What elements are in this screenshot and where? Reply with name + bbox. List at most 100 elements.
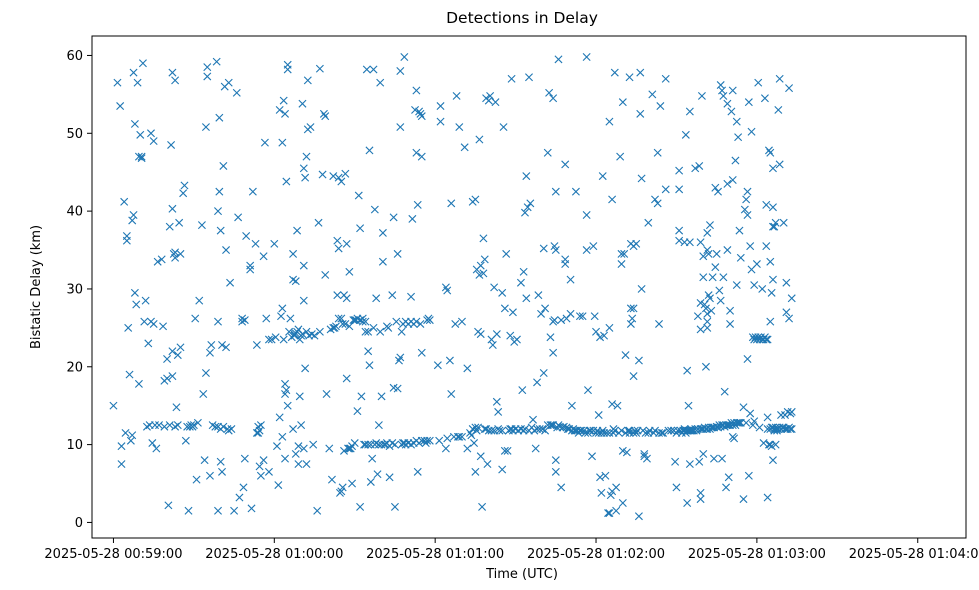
data-point-marker (605, 323, 614, 332)
data-point-marker (727, 107, 736, 116)
data-point-marker (767, 442, 776, 451)
data-point-marker (637, 284, 646, 293)
data-point-marker (455, 432, 464, 441)
y-tick-label: 30 (66, 282, 83, 297)
data-point-marker (165, 421, 174, 430)
data-point-marker (282, 177, 291, 186)
data-point-marker (113, 78, 122, 87)
data-point-marker (754, 333, 763, 342)
data-point-marker (716, 81, 725, 90)
data-point-marker (728, 421, 737, 430)
data-point-marker (755, 335, 764, 344)
data-point-marker (573, 426, 582, 435)
data-point-marker (171, 422, 180, 431)
data-point-marker (334, 244, 343, 253)
data-point-marker (651, 195, 659, 204)
data-point-marker (651, 426, 659, 435)
data-point-marker (129, 68, 138, 77)
data-point-marker (708, 273, 717, 282)
x-axis: 2025-05-28 00:59:00 2025-05-28 01:00:00 20… (44, 538, 979, 562)
data-point-marker (539, 244, 548, 253)
data-point-marker (731, 156, 740, 165)
data-point-marker (325, 444, 334, 453)
data-point-marker (787, 294, 796, 303)
data-point-marker (533, 378, 542, 387)
data-point-marker (775, 160, 784, 169)
data-point-marker (256, 471, 265, 480)
data-point-marker (661, 74, 670, 83)
data-point-marker (764, 440, 773, 449)
data-point-marker (636, 109, 645, 118)
data-point-marker (457, 317, 466, 326)
data-point-marker (140, 317, 149, 326)
data-point-marker (578, 312, 587, 321)
data-point-marker (452, 91, 461, 100)
data-point-marker (498, 288, 507, 297)
data-point-marker (561, 160, 570, 169)
data-point-marker (384, 323, 393, 332)
data-point-marker (625, 73, 634, 82)
data-point-marker (453, 432, 462, 441)
data-point-marker (129, 211, 138, 219)
data-point-marker (175, 218, 184, 227)
data-point-marker (551, 456, 560, 465)
data-point-marker (239, 483, 248, 492)
data-point-marker (750, 417, 759, 426)
data-point-marker (319, 109, 328, 118)
data-point-marker (321, 112, 330, 121)
data-point-marker (581, 428, 590, 437)
data-point-marker (137, 154, 146, 163)
data-point-marker (758, 284, 767, 293)
data-point-marker (365, 361, 374, 370)
data-point-marker (302, 460, 311, 469)
data-point-marker (215, 187, 224, 196)
data-point-marker (696, 495, 705, 504)
data-point-marker (134, 379, 143, 388)
data-point-marker (146, 129, 155, 138)
data-point-marker (126, 436, 135, 445)
data-point-marker (278, 304, 287, 313)
data-point-marker (152, 444, 161, 453)
data-point-marker (109, 401, 118, 410)
data-point-marker (768, 275, 777, 284)
data-point-marker (272, 442, 281, 451)
data-point-marker (291, 449, 300, 458)
data-point-marker (742, 418, 751, 427)
data-point-marker (656, 102, 665, 111)
data-point-marker (173, 351, 182, 360)
data-point-marker (545, 88, 554, 97)
data-point-marker (289, 425, 298, 434)
data-point-marker (441, 444, 450, 453)
data-point-marker (302, 327, 311, 336)
data-point-marker (168, 372, 177, 381)
data-point-marker (342, 294, 351, 303)
data-point-marker (142, 422, 151, 431)
data-point-marker (281, 454, 290, 463)
data-point-marker (703, 309, 712, 318)
data-point-marker (655, 319, 664, 328)
data-point-marker (636, 68, 645, 77)
data-point-marker (121, 428, 130, 437)
data-point-marker (281, 379, 290, 388)
data-point-marker (612, 506, 621, 515)
data-point-marker (768, 164, 777, 173)
data-point-marker (392, 317, 401, 326)
y-tick-label: 10 (66, 438, 83, 453)
data-point-marker (567, 401, 576, 410)
data-point-marker (577, 426, 586, 435)
data-point-marker (735, 418, 744, 427)
data-point-marker (329, 323, 338, 332)
data-point-marker (417, 112, 426, 121)
data-point-marker (331, 322, 340, 331)
data-point-marker (763, 413, 772, 422)
data-point-marker (629, 304, 638, 313)
data-point-marker (254, 428, 263, 437)
data-point-marker (703, 228, 712, 237)
data-point-marker (520, 208, 529, 217)
data-point-marker (754, 78, 763, 87)
data-point-marker (235, 493, 244, 502)
data-point-marker (640, 449, 649, 458)
data-point-marker (333, 236, 342, 245)
data-point-marker (723, 179, 732, 188)
data-point-marker (488, 340, 497, 349)
